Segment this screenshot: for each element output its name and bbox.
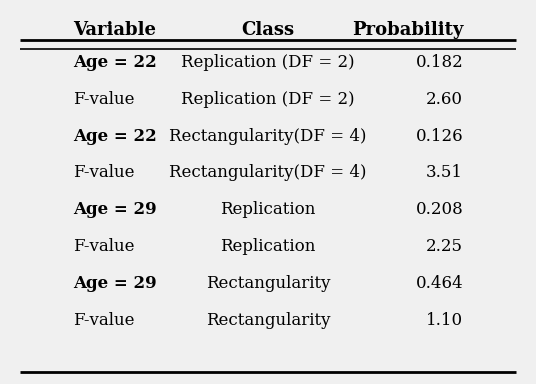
- Text: 0.208: 0.208: [415, 201, 463, 218]
- Text: Age = 22: Age = 22: [73, 54, 157, 71]
- Text: Replication: Replication: [220, 201, 316, 218]
- Text: Replication (DF = 2): Replication (DF = 2): [181, 54, 355, 71]
- Text: Age = 29: Age = 29: [73, 201, 157, 218]
- Text: 3.51: 3.51: [426, 164, 463, 181]
- Text: F-value: F-value: [73, 311, 134, 329]
- Text: Replication (DF = 2): Replication (DF = 2): [181, 91, 355, 108]
- Text: Age = 22: Age = 22: [73, 127, 157, 144]
- Text: Rectangularity: Rectangularity: [206, 311, 330, 329]
- Text: 0.182: 0.182: [415, 54, 463, 71]
- Text: Replication: Replication: [220, 238, 316, 255]
- Text: F-value: F-value: [73, 238, 134, 255]
- Text: 0.126: 0.126: [415, 127, 463, 144]
- Text: F-value: F-value: [73, 91, 134, 108]
- Text: F-value: F-value: [73, 164, 134, 181]
- Text: Age = 29: Age = 29: [73, 275, 157, 292]
- Text: Rectangularity(DF = 4): Rectangularity(DF = 4): [169, 127, 367, 144]
- Text: Rectangularity: Rectangularity: [206, 275, 330, 292]
- Text: Class: Class: [241, 22, 295, 40]
- Text: Rectangularity(DF = 4): Rectangularity(DF = 4): [169, 164, 367, 181]
- Text: 1.10: 1.10: [426, 311, 463, 329]
- Text: 2.60: 2.60: [426, 91, 463, 108]
- Text: 2.25: 2.25: [426, 238, 463, 255]
- Text: 0.464: 0.464: [415, 275, 463, 292]
- Text: Variable: Variable: [73, 22, 156, 40]
- Text: Probability: Probability: [352, 22, 463, 40]
